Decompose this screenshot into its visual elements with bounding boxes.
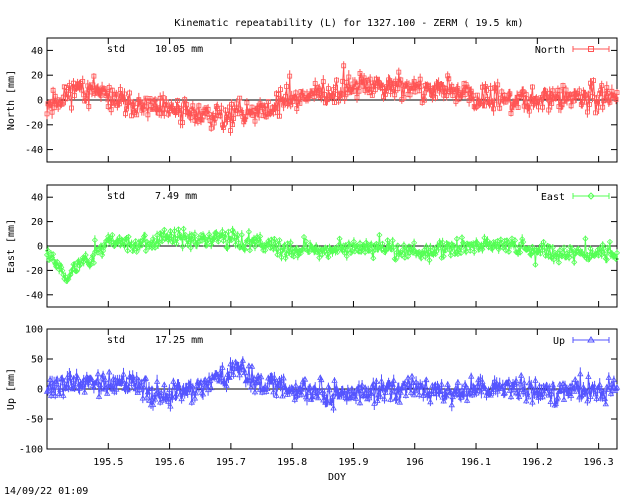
std-label: std	[107, 44, 125, 55]
std-value: 7.49 mm	[155, 191, 197, 202]
series-errorbars	[46, 225, 618, 284]
series-markers	[44, 63, 620, 133]
series-markers	[43, 357, 621, 411]
legend: East	[541, 192, 610, 203]
std-label: std	[107, 191, 125, 202]
x-tick-label: 196	[406, 457, 424, 468]
y-tick-label: 40	[31, 193, 43, 204]
y-tick-label: 0	[37, 242, 43, 253]
y-tick-label: 40	[31, 46, 43, 57]
legend-marker	[587, 192, 595, 200]
x-tick-label: 195.8	[277, 457, 307, 468]
panel-north: 40 20 0 -20 -40 North [mm] std 10.05 mm North	[6, 37, 620, 163]
y-tick-label: 0	[37, 385, 43, 396]
std-label: std	[107, 335, 125, 346]
legend-label: East	[541, 192, 565, 203]
y-tick-label: 50	[31, 355, 43, 366]
x-tick-label: 196.2	[522, 457, 552, 468]
y-tick-label: -100	[19, 445, 43, 456]
y-axis-label: East [mm]	[6, 219, 17, 273]
legend-label: Up	[553, 336, 565, 347]
y-tick-label: 0	[37, 96, 43, 107]
panels: 40 20 0 -20 -40 North [mm] std 10.05 mm North 40 2…	[6, 37, 621, 468]
y-axis-label: Up [mm]	[6, 368, 17, 410]
std-value: 17.25 mm	[155, 335, 203, 346]
x-tick-label: 195.5	[93, 457, 123, 468]
panel-up: 100 50 0 -50 -100 195.5 195.6 195.7 195.8 195.9 19…	[6, 325, 621, 468]
panel-east: 40 20 0 -20 -40 East [mm] std 7.49 mm East	[6, 184, 621, 308]
x-tick-label: 195.9	[338, 457, 368, 468]
legend: North	[535, 45, 610, 56]
y-tick-label: 100	[25, 325, 43, 336]
std-value: 10.05 mm	[155, 44, 203, 55]
x-tick-label: 196.3	[584, 457, 614, 468]
legend-marker	[588, 46, 594, 52]
y-tick-label: 20	[31, 71, 43, 82]
y-tick-label: -50	[25, 415, 43, 426]
x-tick-label: 195.6	[155, 457, 185, 468]
legend: Up	[553, 336, 610, 347]
series-markers	[43, 225, 621, 285]
y-tick-label: -20	[25, 120, 43, 131]
legend-label: North	[535, 45, 565, 56]
y-tick-label: 20	[31, 217, 43, 228]
y-tick-label: -40	[25, 290, 43, 301]
y-tick-label: -40	[25, 145, 43, 156]
x-axis-label: DOY	[328, 472, 346, 483]
chart-title: Kinematic repeatability (L) for 1327.100…	[174, 18, 523, 29]
timestamp-footer: 14/09/22 01:09	[4, 486, 88, 496]
y-axis-label: North [mm]	[6, 70, 17, 130]
x-tick-label: 195.7	[216, 457, 246, 468]
x-tick-label: 196.1	[461, 457, 491, 468]
legend-marker	[587, 336, 595, 343]
y-tick-label: -20	[25, 266, 43, 277]
